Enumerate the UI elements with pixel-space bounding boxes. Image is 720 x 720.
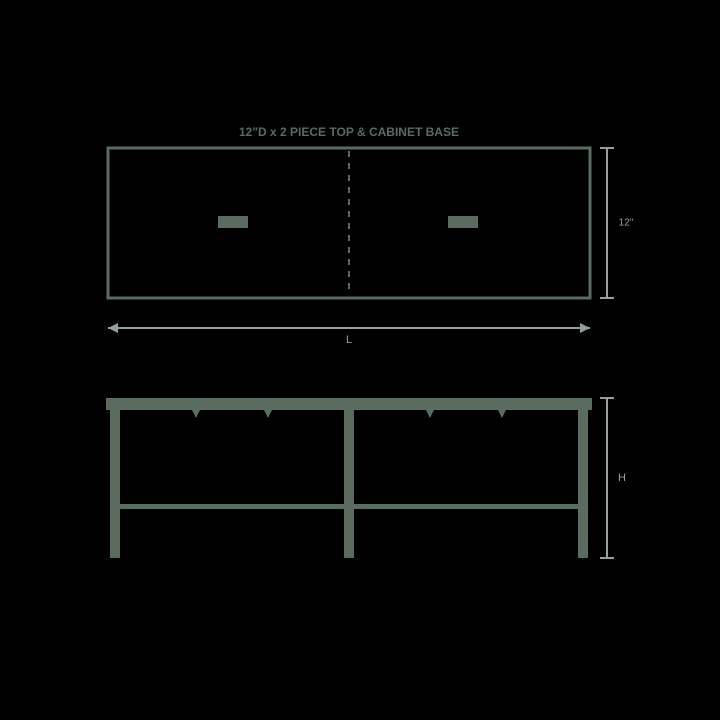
handle-1 xyxy=(218,216,248,228)
technical-diagram: 12"D x 2 PIECE TOP & CABINET BASE 12" L H xyxy=(0,0,720,720)
front-tabletop xyxy=(106,398,592,410)
dim-height-label: H xyxy=(618,472,626,484)
front-leg-2 xyxy=(344,410,354,558)
front-stretcher-2 xyxy=(354,504,578,509)
handle-2 xyxy=(448,216,478,228)
front-leg-1 xyxy=(110,410,120,558)
diagram-title: 12"D x 2 PIECE TOP & CABINET BASE xyxy=(239,125,459,139)
dim-depth-label: 12" xyxy=(619,218,634,229)
dim-length-label: L xyxy=(346,334,352,346)
front-leg-3 xyxy=(578,410,588,558)
front-stretcher-1 xyxy=(120,504,344,509)
